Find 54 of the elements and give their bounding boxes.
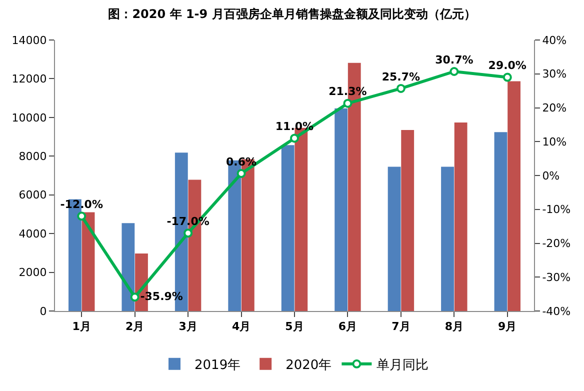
y2-tick-label: -30% [542, 270, 571, 284]
y-tick-label: 10000 [12, 111, 47, 124]
data-label: -17.0% [166, 214, 210, 228]
legend-label: 2019年 [194, 358, 241, 373]
x-tick-label: 1月 [72, 320, 91, 334]
data-label: 25.7% [382, 70, 420, 84]
legend-label: 单月同比 [376, 358, 429, 373]
data-label: 0.6% [226, 155, 257, 168]
bar [508, 81, 520, 311]
point [184, 228, 193, 238]
x-tick-label: 7月 [392, 320, 410, 334]
point [236, 168, 246, 178]
point [290, 134, 299, 143]
y2-tick-label: -10% [542, 203, 571, 216]
y2-tick-label: -20% [542, 237, 571, 250]
bar [441, 166, 454, 311]
bar [494, 132, 508, 311]
legend-label: 2020年 [286, 358, 332, 373]
point [343, 98, 352, 108]
bar [82, 212, 95, 311]
bar [454, 122, 468, 311]
bar [281, 145, 294, 311]
x-tick-label: 6月 [338, 320, 358, 334]
x-tick-label: 5月 [285, 320, 304, 334]
point [130, 292, 140, 302]
y-tick-label: 8000 [18, 150, 47, 163]
y2-tick-label: 30% [542, 68, 567, 81]
bar [388, 166, 401, 311]
y-tick-label: 14000 [12, 34, 47, 47]
y2-tick-label: 20% [542, 102, 567, 115]
y-tick-label: 12000 [12, 72, 47, 86]
y-tick-label: 0 [40, 304, 47, 318]
point [77, 212, 86, 221]
y-tick-label: 2000 [18, 266, 47, 280]
point [450, 67, 459, 76]
bar [334, 108, 348, 311]
x-tick-label: 2月 [126, 320, 144, 334]
data-label: 30.7% [435, 53, 474, 66]
y-tick-label: 6000 [18, 188, 47, 202]
x-tick-label: 9月 [498, 320, 517, 334]
point [502, 72, 512, 82]
x-tick-label: 8月 [444, 320, 464, 334]
chart-title: 图：2020 年 1-9 月百强房企单月销售操盘金额及同比变动（亿元） [108, 7, 476, 22]
y2-tick-label: 40% [542, 34, 567, 47]
x-tick-label: 4月 [232, 320, 251, 334]
y2-tick-label: -40% [542, 304, 571, 318]
x-tick-label: 3月 [178, 320, 198, 334]
data-label: 29.0% [488, 59, 526, 72]
y2-tick-label: 0% [542, 169, 560, 182]
bar [122, 223, 135, 311]
point [396, 84, 406, 93]
bar [401, 130, 414, 311]
y-tick-label: 4000 [18, 227, 47, 240]
y2-tick-label: 10% [542, 135, 567, 148]
